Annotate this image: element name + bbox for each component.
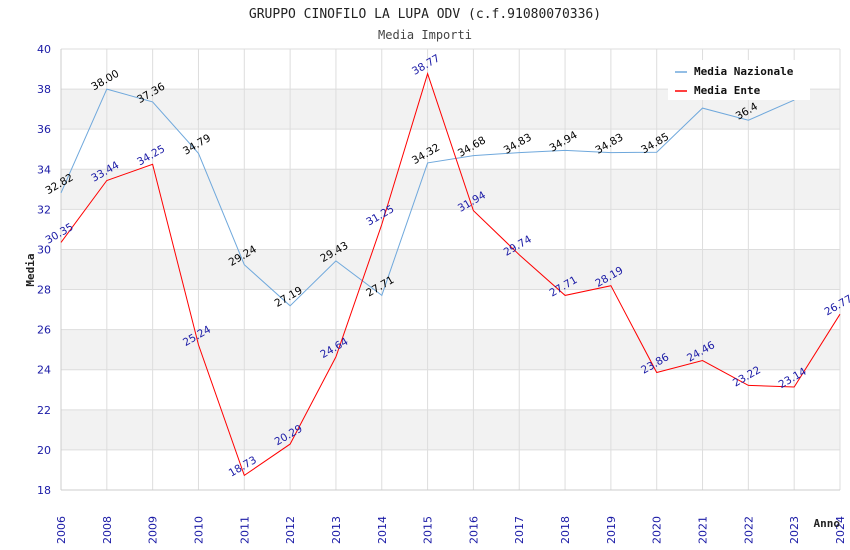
x-tick-label: 2017 [513,516,526,544]
x-axis-label: Anno [814,517,841,530]
legend: Media Nazionale Media Ente [668,60,810,100]
x-tick-label: 2014 [376,516,389,544]
x-tick-label: 2021 [697,516,710,544]
x-tick-label: 2006 [55,516,68,544]
legend-label-ente: Media Ente [694,84,761,97]
x-tick-label: 2018 [559,516,572,544]
y-tick-label: 18 [37,484,51,497]
y-tick-label: 40 [37,43,51,56]
x-tick-label: 2010 [192,516,205,544]
band [61,329,840,370]
x-tick-label: 2022 [742,516,755,544]
data-label-0: 34.32 [410,142,442,167]
y-tick-label: 28 [37,284,51,297]
chart-subtitle: Media Importi [378,28,472,42]
x-tick-label: 2011 [238,516,251,544]
x-tick-label: 2023 [788,516,801,544]
band [61,169,840,210]
series-line-1 [60,72,841,477]
x-tick-label: 2015 [422,516,435,544]
data-label-0: 34.79 [181,132,213,157]
y-tick-label: 24 [37,364,51,377]
y-tick-label: 32 [37,203,51,216]
y-tick-label: 20 [37,444,51,457]
y-tick-label: 36 [37,123,51,136]
data-label-1: 26.77 [822,293,850,318]
y-tick-label: 30 [37,243,51,256]
x-tick-label: 2016 [467,516,480,544]
gridlines [60,48,841,491]
x-tick-label: 2020 [651,516,664,544]
band [61,409,840,450]
data-label-1: 38.77 [410,52,442,77]
x-tick-label: 2008 [101,516,114,544]
data-label-1: 18.73 [227,454,259,479]
y-axis-ticks: 18 20 22 24 26 28 30 32 34 36 38 40 [37,43,51,497]
y-tick-label: 34 [37,163,51,176]
x-axis-ticks: 2006 2008 2009 2010 2011 2012 2013 2014 2015 2016… [55,516,847,544]
chart-title: GRUPPO CINOFILO LA LUPA ODV (c.f.9108007… [249,7,601,22]
x-tick-label: 2013 [330,516,343,544]
background-bands [61,89,840,450]
series-line-0 [60,88,795,307]
data-label-1: 30.35 [43,221,75,246]
band [61,249,840,290]
y-tick-label: 38 [37,83,51,96]
x-tick-label: 2012 [284,516,297,544]
y-tick-label: 26 [37,324,51,337]
y-axis-label: Media [24,253,37,286]
x-tick-label: 2009 [147,516,160,544]
legend-label-nazionale: Media Nazionale [694,65,794,78]
x-tick-label: 2019 [605,516,618,544]
x-tick-label: 2024 [834,516,847,544]
legend-box [668,60,810,100]
y-tick-label: 22 [37,404,51,417]
series-lines [60,72,841,477]
